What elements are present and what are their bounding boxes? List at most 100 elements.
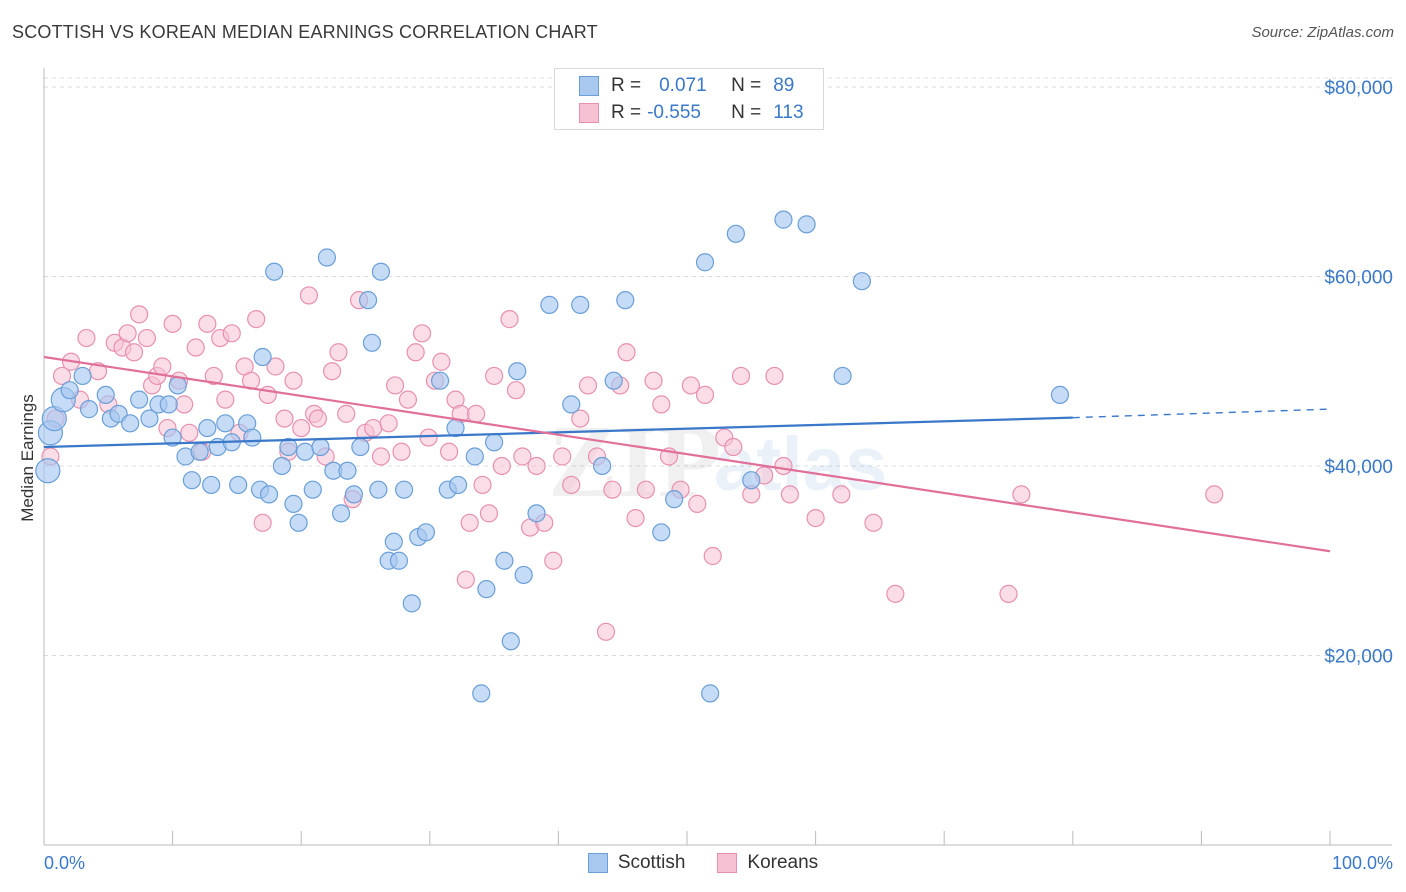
korean-point (473, 475, 492, 495)
scottish-point (465, 447, 484, 466)
scottish-point (303, 480, 322, 499)
korean-point (500, 310, 519, 329)
scottish-point (593, 456, 612, 476)
stats-legend: R = 0.071 N = 89 R = -0.555 N = 113 (554, 68, 824, 130)
scottish-point (501, 632, 520, 651)
scottish-point (604, 371, 623, 390)
scottish-point (402, 594, 421, 613)
series-legend: Scottish Koreans (0, 852, 1406, 874)
scottish-point (362, 333, 382, 352)
scottish-point (477, 580, 496, 599)
scottish-point (448, 475, 468, 495)
korean-point (695, 385, 715, 405)
korean-point (412, 324, 432, 343)
scottish-point (540, 295, 559, 314)
korean-point (886, 584, 905, 603)
korean-point (703, 546, 722, 566)
korean-point (137, 328, 156, 348)
y-axis-label: Median Earnings (18, 394, 37, 522)
scottish-point (571, 295, 590, 314)
korean-trend-line (43, 355, 1331, 553)
scottish-point (331, 504, 351, 523)
korean-point (175, 395, 194, 414)
korean-point (52, 366, 72, 386)
scottish-point (797, 215, 816, 234)
korean-point (253, 513, 272, 532)
scottish-point (243, 428, 262, 447)
scottish-point (351, 437, 370, 457)
korean-point (118, 324, 137, 343)
y-tick-label: $80,000 (1324, 78, 1393, 99)
scottish-point (485, 433, 504, 452)
legend-swatch-koreans (579, 103, 599, 123)
scottish-point (272, 456, 292, 476)
korean-point (492, 456, 511, 476)
scottish-point (163, 428, 182, 447)
scottish-point (140, 409, 159, 428)
korean-point (596, 622, 616, 641)
korean-point (466, 404, 486, 423)
korean-point (216, 390, 235, 409)
chart-title: SCOTTISH VS KOREAN MEDIAN EARNINGS CORRE… (12, 22, 598, 42)
scottish-point (202, 475, 221, 495)
scottish-point (295, 442, 315, 461)
korean-point (626, 508, 645, 528)
korean-point (124, 343, 144, 362)
y-tick-label: $40,000 (1324, 457, 1393, 478)
korean-point (1012, 485, 1031, 504)
scottish-point (284, 494, 303, 513)
korean-point (392, 442, 411, 461)
scottish-point (311, 437, 330, 457)
korean-point (578, 376, 598, 395)
series-legend-scottish: Scottish (587, 852, 686, 874)
series-legend-koreans: Koreans (717, 852, 818, 874)
scottish-point (60, 381, 79, 400)
korean-point (204, 366, 223, 386)
series-label-scottish: Scottish (617, 852, 686, 873)
scottish-point (371, 262, 391, 281)
legend-r-value-koreans: -0.555 (647, 102, 701, 123)
scottish-point (726, 224, 745, 243)
korean-point (329, 343, 348, 362)
korean-point (163, 314, 182, 333)
y-tick-labels: $20,000 $40,000 $60,000 $80,000 (1324, 78, 1393, 668)
korean-point (266, 357, 285, 376)
korean-point (562, 475, 581, 495)
x-tick-label-min: 0.0% (44, 853, 85, 873)
korean-point (652, 395, 671, 414)
korean-point (275, 409, 294, 428)
scottish-point (96, 385, 115, 405)
series-swatch-koreans (717, 853, 738, 873)
korean-point (780, 485, 799, 504)
scottish-point (317, 248, 337, 267)
scottish-point (508, 362, 527, 381)
series-swatch-scottish (587, 853, 608, 873)
korean-point (419, 428, 438, 447)
korean-point (688, 494, 707, 513)
korean-point (77, 328, 96, 348)
y-tick-label: $20,000 (1324, 646, 1393, 667)
korean-point (247, 310, 266, 329)
scottish-point (369, 480, 388, 499)
korean-point (636, 480, 655, 499)
scottish-point (495, 551, 514, 570)
korean-point (371, 447, 391, 466)
scottish-point (265, 262, 284, 281)
scottish-point (259, 485, 279, 504)
korean-point (180, 423, 199, 442)
scottish-point (852, 272, 871, 291)
korean-point (681, 376, 700, 395)
scottish-point (253, 347, 272, 367)
korean-point (308, 409, 328, 428)
legend-swatch-scottish (579, 76, 599, 96)
legend-n-value-scottish: 89 (773, 75, 795, 96)
scottish-point (358, 291, 378, 310)
scottish-point (229, 475, 248, 495)
korean-point (460, 513, 479, 532)
korean-point (544, 551, 563, 570)
scottish-point (73, 366, 92, 386)
legend-n-value-koreans: 113 (773, 102, 804, 123)
scottish-point (384, 532, 403, 551)
korean-point (485, 366, 504, 386)
